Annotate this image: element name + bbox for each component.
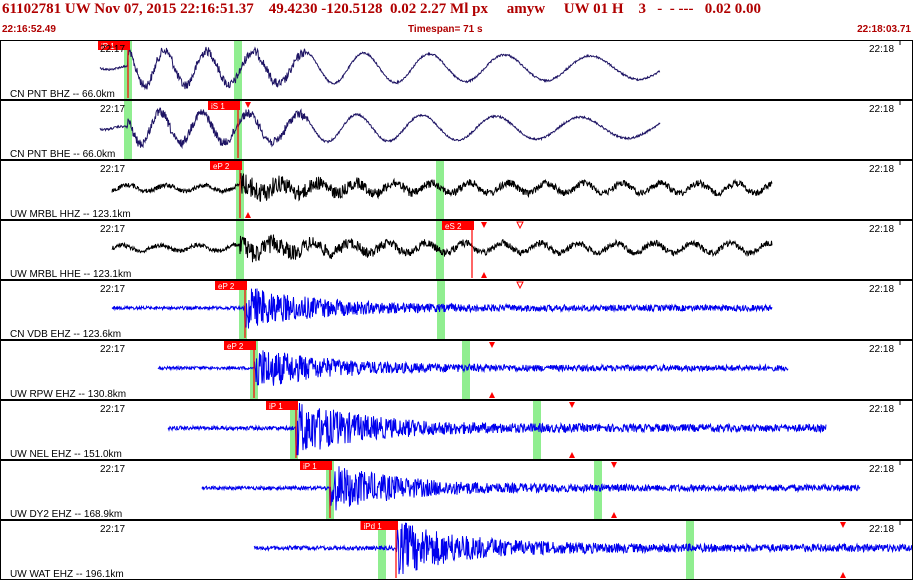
phase-pick-flag[interactable] xyxy=(215,281,247,290)
start-time-label: 22:16:52.49 xyxy=(2,24,56,35)
panel-right-time: 22:18 xyxy=(869,44,894,55)
arrival-marker-icon xyxy=(569,402,575,408)
waveform-trace xyxy=(99,46,661,91)
panel-right-time: 22:18 xyxy=(869,524,894,535)
seismogram-panel[interactable]: iPd 1 22:17 22:18 UW WAT EHZ -- 196.1km xyxy=(0,520,913,580)
station-channel-label: CN VDB EHZ -- 123.6km xyxy=(10,329,121,340)
station-channel-label: UW MRBL HHE -- 123.1km xyxy=(10,269,131,280)
seismogram-panel[interactable]: iP 1 22:17 22:18 UW NEL EHZ -- 151.0km xyxy=(0,400,913,460)
time-window-marker xyxy=(462,340,470,400)
panel-right-time: 22:18 xyxy=(869,344,894,355)
waveform-trace xyxy=(111,234,773,263)
phase-pick-flag[interactable] xyxy=(360,521,399,530)
panel-right-time: 22:18 xyxy=(869,284,894,295)
phase-pick-label: eS 2 xyxy=(445,222,462,231)
panel-right-time: 22:18 xyxy=(869,404,894,415)
panel-left-time: 22:17 xyxy=(100,224,125,235)
arrival-marker-icon xyxy=(840,522,846,528)
time-window-marker xyxy=(234,40,242,100)
phase-pick-flag[interactable] xyxy=(442,221,474,230)
panel-left-time: 22:17 xyxy=(100,44,125,55)
waveform-trace xyxy=(253,522,913,575)
panel-frame xyxy=(0,100,913,160)
phase-pick-flag[interactable] xyxy=(300,461,332,470)
seismogram-panel[interactable]: eS 2 22:17 22:18 UW MRBL HHE -- 123.1km xyxy=(0,220,913,280)
phase-pick-label: iPd 1 xyxy=(364,522,383,531)
arrival-marker-icon xyxy=(481,272,487,278)
arrival-marker-icon xyxy=(516,221,524,230)
seismogram-panel[interactable]: iP 1 22:17 22:18 UW DY2 EHZ -- 168.9km xyxy=(0,460,913,520)
event-summary-title: 61102781 UW Nov 07, 2015 22:16:51.37 49.… xyxy=(2,1,762,17)
arrival-marker-icon xyxy=(245,102,251,108)
phase-pick-label: eP 2 xyxy=(213,162,230,171)
station-channel-label: UW DY2 EHZ -- 168.9km xyxy=(10,509,122,520)
arrival-marker-icon xyxy=(481,222,487,228)
panel-right-time: 22:18 xyxy=(869,104,894,115)
panel-right-time: 22:18 xyxy=(869,464,894,475)
time-window-marker xyxy=(378,520,386,580)
waveform-trace xyxy=(99,107,661,150)
phase-pick-label: iP 1 xyxy=(303,462,317,471)
station-channel-label: CN PNT BHE -- 66.0km xyxy=(10,149,115,160)
phase-pick-label: eP 2 xyxy=(218,282,235,291)
waveform-trace xyxy=(111,173,773,202)
phase-pick-flag[interactable] xyxy=(224,341,256,350)
station-channel-label: UW RPW EHZ -- 130.8km xyxy=(10,389,126,400)
arrival-marker-icon xyxy=(611,462,617,468)
panel-left-time: 22:17 xyxy=(100,464,125,475)
arrival-marker-icon xyxy=(840,572,846,578)
phase-pick-label: iP 1 xyxy=(269,402,283,411)
arrival-marker-icon xyxy=(489,342,495,348)
seismogram-panel[interactable]: iS 1 22:17 22:18 CN PNT BHE -- 66.0km xyxy=(0,100,913,160)
station-channel-label: CN PNT BHZ -- 66.0km xyxy=(10,89,115,100)
station-channel-label: UW NEL EHZ -- 151.0km xyxy=(10,449,122,460)
panel-left-time: 22:17 xyxy=(100,284,125,295)
waveform-trace xyxy=(111,288,773,329)
waveform-trace xyxy=(201,466,861,511)
arrival-marker-icon xyxy=(245,212,251,218)
seismogram-panel[interactable]: eP 2 22:17 22:18 CN VDB EHZ -- 123.6km xyxy=(0,280,913,340)
timespan-label: Timespan= 71 s xyxy=(408,24,483,35)
time-window-marker xyxy=(686,520,694,580)
phase-pick-flag[interactable] xyxy=(210,161,242,170)
time-window-marker xyxy=(437,280,445,340)
phase-pick-label: iS 1 xyxy=(211,102,225,111)
panel-right-time: 22:18 xyxy=(869,224,894,235)
event-header: 61102781 UW Nov 07, 2015 22:16:51.37 49.… xyxy=(0,0,913,41)
panel-left-time: 22:17 xyxy=(100,404,125,415)
arrival-marker-icon xyxy=(569,452,575,458)
time-window-marker xyxy=(290,400,298,460)
panel-left-time: 22:17 xyxy=(100,524,125,535)
arrival-marker-icon xyxy=(611,512,617,518)
phase-pick-flag[interactable] xyxy=(98,41,130,50)
arrival-marker-icon xyxy=(489,392,495,398)
time-window-marker xyxy=(124,100,132,160)
panel-frame xyxy=(0,520,913,580)
phase-pick-flag[interactable] xyxy=(266,401,298,410)
station-channel-label: UW WAT EHZ -- 196.1km xyxy=(10,569,124,580)
time-window-marker xyxy=(239,280,247,340)
seismogram-panel[interactable]: eP 2 22:17 22:18 UW RPW EHZ -- 130.8km xyxy=(0,340,913,400)
panel-right-time: 22:18 xyxy=(869,164,894,175)
panel-left-time: 22:17 xyxy=(100,104,125,115)
panel-left-time: 22:17 xyxy=(100,164,125,175)
panel-left-time: 22:17 xyxy=(100,344,125,355)
waveform-trace xyxy=(167,402,827,456)
phase-pick-label: eP 2 xyxy=(227,342,244,351)
seismogram-panel[interactable]: iP 122:17 22:18 CN PNT BHZ -- 66.0km xyxy=(0,40,913,100)
arrival-marker-icon xyxy=(516,281,524,290)
station-channel-label: UW MRBL HHZ -- 123.1km xyxy=(10,209,131,220)
end-time-label: 22:18:03.71 xyxy=(857,24,911,35)
phase-pick-flag[interactable] xyxy=(208,101,240,110)
waveform-trace xyxy=(157,350,789,386)
phase-pick-label: iP 1 xyxy=(101,42,115,51)
seismogram-panel[interactable]: eP 2 22:17 22:18 UW MRBL HHZ -- 123.1km xyxy=(0,160,913,220)
time-window-marker xyxy=(594,460,602,520)
